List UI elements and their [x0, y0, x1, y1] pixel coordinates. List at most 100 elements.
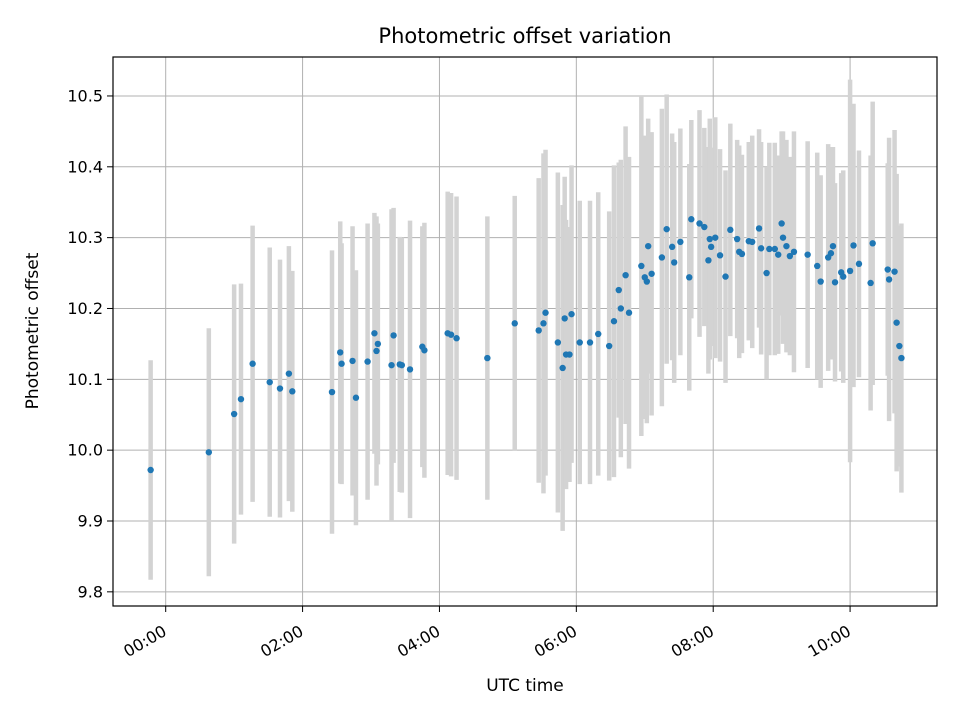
data-point [771, 245, 779, 253]
data-point [398, 361, 406, 369]
data-point [371, 330, 378, 337]
data-point [643, 278, 651, 285]
data-points [147, 216, 905, 474]
data-point [535, 327, 542, 334]
data-point [891, 268, 898, 275]
data-point [352, 394, 360, 401]
data-point [374, 340, 382, 348]
data-point [786, 252, 794, 260]
data-point [388, 361, 395, 369]
data-point [817, 278, 824, 285]
data-point [566, 351, 573, 358]
data-point [610, 318, 618, 325]
data-point [576, 339, 583, 346]
data-point [766, 245, 773, 253]
data-point [586, 339, 594, 346]
data-point [829, 242, 837, 250]
data-point [328, 388, 336, 396]
data-point [205, 449, 213, 456]
y-tick-label: 10.4 [67, 157, 103, 176]
data-point [276, 385, 284, 392]
data-point [615, 286, 622, 294]
data-point [147, 466, 154, 474]
data-point [757, 245, 765, 252]
data-point [559, 364, 566, 372]
data-point [663, 225, 670, 233]
data-point [707, 243, 715, 251]
data-point [230, 410, 238, 418]
x-axis-title: UTC time [486, 676, 564, 696]
data-point [540, 320, 547, 327]
y-tick-label: 10.3 [67, 228, 103, 247]
chart-title: Photometric offset variation [378, 24, 671, 48]
data-point [289, 388, 296, 395]
data-point [421, 347, 428, 354]
data-point [337, 349, 344, 356]
data-point [670, 259, 678, 266]
data-point [595, 330, 602, 338]
data-point [814, 262, 821, 270]
data-point [763, 269, 770, 277]
data-point [716, 252, 724, 259]
data-point [827, 250, 835, 257]
data-point [390, 332, 397, 339]
data-point [840, 273, 847, 280]
data-point [349, 357, 356, 365]
data-point [617, 305, 625, 312]
data-point [712, 234, 719, 241]
data-point [625, 309, 633, 316]
data-point [554, 339, 562, 346]
plot-frame [112, 56, 938, 607]
data-point [722, 273, 729, 280]
data-point [831, 279, 839, 286]
data-point [658, 254, 666, 261]
data-point [285, 370, 293, 377]
data-point [338, 360, 345, 367]
data-point [706, 235, 713, 243]
data-point [896, 342, 903, 350]
y-tick-label: 10.0 [67, 441, 103, 460]
data-point [738, 250, 746, 258]
data-point [869, 240, 876, 247]
y-axis-title: Photometric offset [23, 252, 43, 409]
data-point [733, 235, 741, 243]
data-point [867, 279, 874, 287]
data-point [898, 354, 905, 362]
data-point [561, 315, 568, 322]
grid [113, 57, 937, 606]
data-point [804, 251, 811, 258]
data-point [568, 310, 575, 318]
data-point [775, 251, 782, 258]
data-point [511, 320, 518, 327]
data-point [779, 234, 787, 241]
data-point [406, 366, 414, 373]
data-point [542, 309, 549, 316]
data-point [749, 238, 756, 246]
data-point [668, 243, 676, 251]
data-point [249, 360, 256, 367]
data-point [727, 226, 734, 234]
data-point [884, 266, 891, 273]
y-tick-label: 10.2 [67, 299, 103, 318]
data-point [648, 270, 655, 277]
data-point [686, 274, 693, 281]
data-point [622, 271, 629, 279]
data-point [696, 220, 703, 227]
data-point [701, 223, 708, 231]
data-point [237, 395, 245, 403]
y-tick-label: 10.1 [67, 370, 103, 389]
data-point [364, 358, 371, 365]
y-tick-label: 9.9 [78, 511, 103, 530]
y-tick-label: 9.8 [78, 582, 103, 601]
data-point [855, 260, 863, 268]
data-point [778, 220, 785, 227]
data-point [850, 242, 857, 249]
data-point [484, 354, 491, 362]
data-point [453, 335, 460, 342]
data-point [885, 276, 893, 283]
data-point [644, 242, 652, 250]
data-point [677, 238, 684, 246]
data-point [688, 216, 695, 223]
y-tick-label: 10.5 [67, 86, 103, 105]
